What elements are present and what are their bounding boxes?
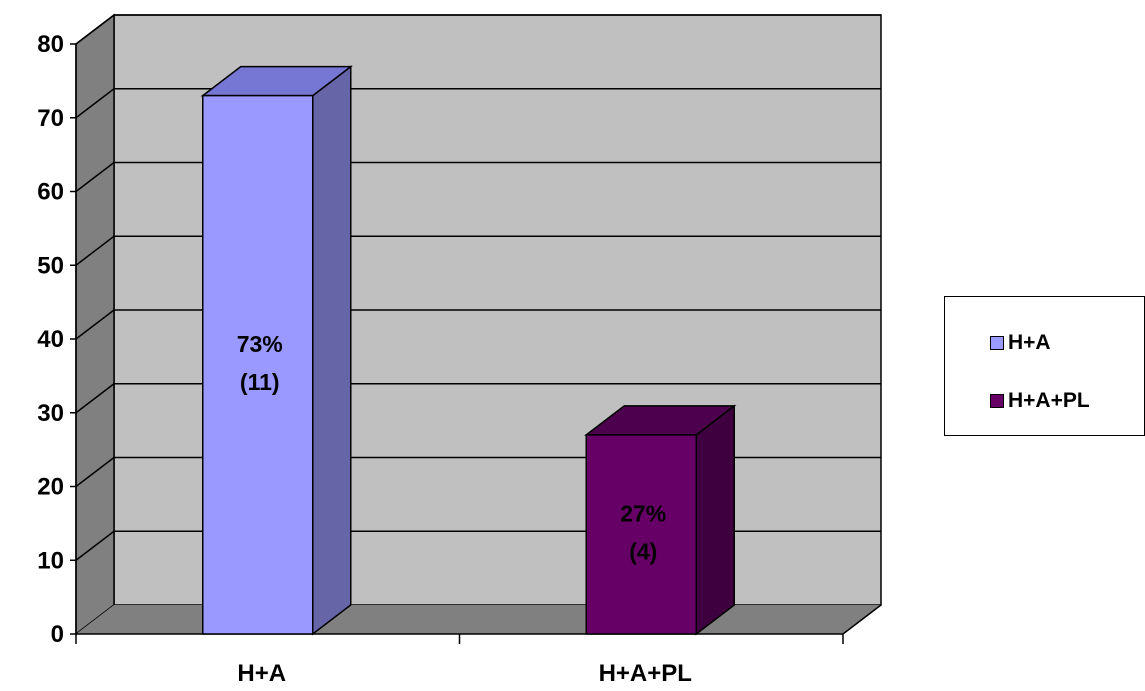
gridline [75,309,881,340]
legend-item-h-a-pl: H+A+PL [990,389,1090,413]
data-label-h-a-pl: (4) [629,538,657,564]
legend-label-h-a-pl: H+A+PL [1008,389,1090,412]
legend: H+A H+A+PL [944,296,1145,436]
legend-swatch-h-a-pl [990,394,1004,408]
bar-side-h-a [312,65,352,636]
bar-h-a-pl [585,434,697,635]
gridline [75,383,881,414]
gridlines [75,14,881,561]
y-tick-label: 60 [37,179,64,206]
gridline [75,161,881,193]
legend-label-h-a: H+A [1008,331,1051,354]
data-label-h-a: (11) [240,369,280,395]
bar-side-h-a-pl [695,404,735,636]
y-tick-label: 10 [37,547,64,574]
floor [76,605,881,634]
gridline [75,235,881,266]
y-tick-label: 80 [37,31,64,58]
y-tick-label: 20 [37,474,64,501]
legend-item-h-a: H+A [990,331,1051,355]
bars: 73% (11) 27% (4) [200,65,737,636]
gridline [75,14,881,45]
data-label-h-a: 73% [237,331,283,357]
y-axis-ticks: 0 10 20 30 40 50 60 70 80 [37,31,76,648]
chart-walls [75,13,882,636]
y-tick-label: 40 [37,326,64,353]
bar-h-a [202,94,314,635]
y-tick-label: 0 [51,621,64,648]
legend-swatch-h-a [990,336,1004,350]
x-category-label: H+A [237,660,286,687]
x-category-label: H+A+PL [599,660,692,687]
data-label-h-a-pl: 27% [620,500,666,526]
y-tick-label: 50 [37,252,64,279]
x-axis-labels: H+A H+A+PL [237,660,692,687]
gridline [75,88,881,119]
y-tick-label: 70 [37,105,64,132]
y-tick-label: 30 [37,400,64,427]
